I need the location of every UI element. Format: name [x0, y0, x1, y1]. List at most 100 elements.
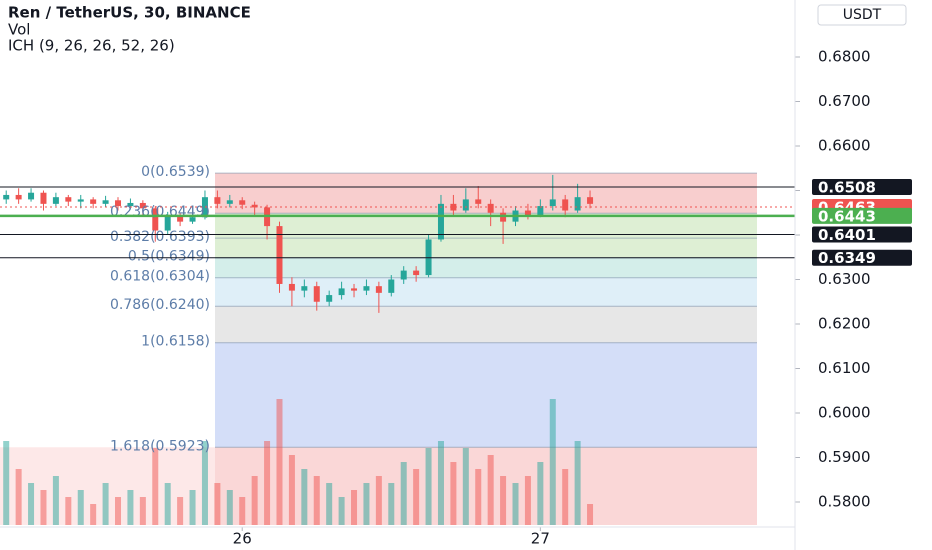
- volume-bar: [3, 441, 10, 525]
- volume-bar: [587, 504, 594, 525]
- fib-label: 0.5(0.6349): [128, 249, 210, 265]
- candle-body: [77, 199, 84, 202]
- candle-body: [65, 197, 72, 202]
- candle-body: [40, 192, 47, 204]
- y-tick-label: 0.5800: [818, 493, 871, 511]
- y-tick-label: 0.6800: [818, 48, 871, 66]
- volume-bar: [189, 490, 196, 525]
- volume-bar: [65, 497, 72, 525]
- fib-zone: [215, 238, 757, 258]
- y-tick-label: 0.6700: [818, 92, 871, 110]
- candle-body: [388, 279, 395, 293]
- candle-body: [28, 192, 35, 200]
- volume-bar: [276, 399, 283, 525]
- candle-body: [363, 286, 370, 291]
- fib-zone: [215, 257, 757, 278]
- price-tag-label: 0.6508: [818, 178, 876, 196]
- volume-bar: [52, 476, 59, 525]
- volume-bar: [177, 497, 184, 525]
- candle-body: [177, 214, 184, 222]
- volume-bar: [226, 490, 233, 525]
- volume-bar: [326, 483, 333, 525]
- overlays: 0(0.6539)0.236(0.6449)0.382(0.6393)0.5(0…: [0, 164, 795, 454]
- indicator-label: Vol: [8, 21, 30, 39]
- y-tick-label: 0.6200: [818, 315, 871, 333]
- volume-bar: [139, 497, 146, 525]
- candle-body: [288, 283, 295, 291]
- price-tag-label: 0.6443: [818, 207, 876, 225]
- volume-bar: [537, 462, 544, 525]
- volume-bar: [28, 483, 35, 525]
- volume-bar: [152, 448, 159, 525]
- candle-body: [351, 288, 358, 291]
- volume-pane: [3, 399, 594, 525]
- candle-body: [375, 286, 382, 293]
- y-tick-label: 0.6000: [818, 404, 871, 422]
- candle-body: [251, 204, 258, 208]
- candle-body: [549, 199, 556, 207]
- candle-body: [226, 200, 233, 204]
- candle-body: [562, 199, 569, 211]
- currency-button[interactable]: [817, 4, 907, 26]
- candle-body: [115, 200, 122, 207]
- candle-body: [487, 203, 494, 213]
- candle-body: [413, 270, 420, 276]
- y-tick-label: 0.6300: [818, 270, 871, 288]
- volume-bar: [77, 490, 84, 525]
- volume-bar: [549, 399, 556, 525]
- candle-body: [574, 197, 581, 211]
- volume-bar: [164, 483, 171, 525]
- volume-bar: [437, 441, 444, 525]
- candle-body: [139, 202, 146, 209]
- volume-bar: [487, 455, 494, 525]
- fib-zone: [215, 277, 757, 307]
- candle-body: [3, 194, 10, 200]
- fib-label: 0.618(0.6304): [110, 269, 210, 285]
- candle-body: [500, 212, 507, 222]
- volume-bar: [475, 469, 482, 525]
- volume-bar: [562, 469, 569, 525]
- fib-label: 0.786(0.6240): [110, 297, 210, 313]
- price-tag: [812, 249, 912, 266]
- fib-zone: [215, 306, 757, 343]
- volume-bar: [413, 469, 420, 525]
- volume-bar: [351, 490, 358, 525]
- candle-body: [326, 295, 333, 302]
- volume-bar: [301, 469, 308, 525]
- price-tag: [812, 226, 912, 243]
- volume-bar: [239, 497, 246, 525]
- volume-bar: [574, 441, 581, 525]
- candle-body: [201, 197, 208, 218]
- volume-bar: [338, 497, 345, 525]
- fib-label: 1(0.6158): [141, 334, 210, 350]
- currency[interactable]: USDT: [843, 7, 882, 23]
- volume-bar: [500, 476, 507, 525]
- grid: [241, 56, 800, 531]
- indicator-label: ICH (9, 26, 26, 52, 26): [8, 37, 175, 55]
- volume-bar: [102, 483, 109, 525]
- volume-bar: [425, 448, 432, 525]
- volume-bar: [388, 483, 395, 525]
- candle-body: [338, 288, 345, 296]
- candle-body: [524, 210, 531, 215]
- candle-body: [90, 199, 97, 204]
- candle-body: [164, 214, 171, 231]
- fib-zones: [0, 172, 757, 525]
- volume-bar: [40, 490, 47, 525]
- volume-bar: [462, 448, 469, 525]
- candle-body: [127, 202, 134, 207]
- fib-label: 1.618(0.5923): [110, 438, 210, 454]
- y-tick-label: 0.5900: [818, 448, 871, 466]
- candle-body: [537, 206, 544, 215]
- volume-bar: [90, 504, 97, 525]
- volume-bar: [251, 476, 258, 525]
- candle-body: [437, 203, 444, 240]
- volume-bar: [214, 483, 221, 525]
- price-tag-label: 0.6401: [818, 226, 876, 244]
- volume-bar: [400, 462, 407, 525]
- volume-bar: [512, 483, 519, 525]
- candle-body: [313, 286, 320, 302]
- x-tick-label: 27: [531, 530, 550, 548]
- fib-label: 0(0.6539): [141, 164, 210, 180]
